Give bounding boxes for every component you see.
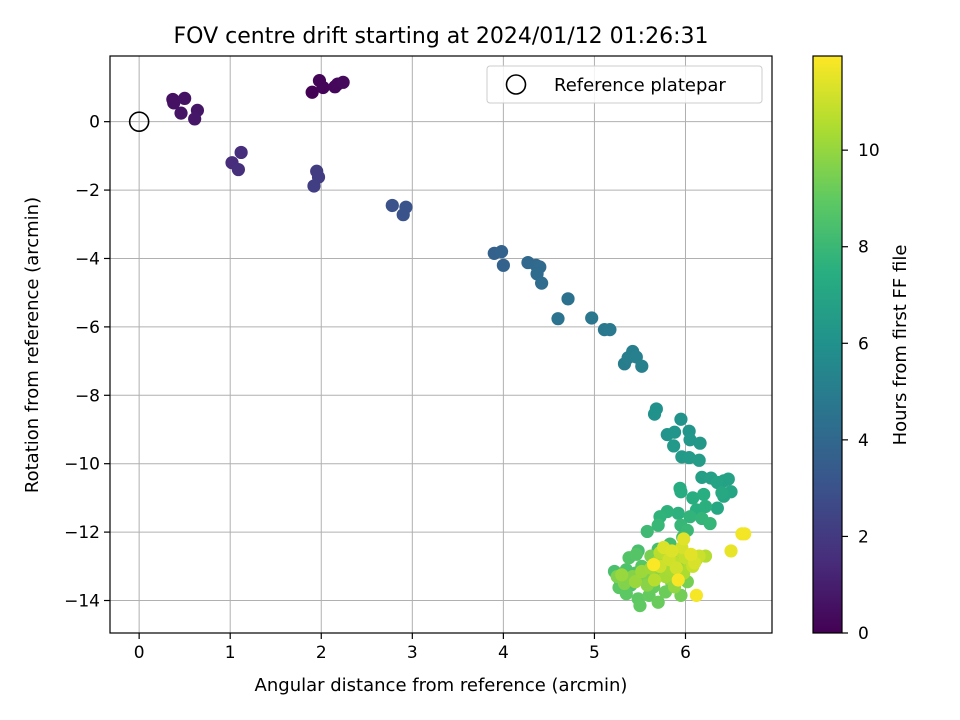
data-point xyxy=(697,487,711,502)
colorbar-label: Hours from first FF file xyxy=(890,245,911,446)
data-point xyxy=(188,112,202,126)
legend-marker xyxy=(505,74,527,95)
data-point xyxy=(585,311,599,325)
data-point xyxy=(167,96,181,110)
colorbar-tick-label: 8 xyxy=(858,238,869,258)
data-point xyxy=(715,486,729,500)
colorbar-tick-label: 4 xyxy=(858,431,869,451)
x-axis-label: Angular distance from reference (arcmin) xyxy=(255,675,628,696)
colorbar-gradient xyxy=(813,56,842,633)
data-point xyxy=(667,425,682,439)
data-point xyxy=(174,106,188,120)
data-point xyxy=(307,179,321,193)
reference-point-marker xyxy=(128,111,150,132)
data-point xyxy=(615,568,629,582)
data-point xyxy=(651,518,665,532)
colorbar-tick-label: 10 xyxy=(858,141,880,161)
data-point xyxy=(496,258,510,272)
x-axis-ticks: 0 1 2 3 4 5 6 xyxy=(134,633,691,663)
data-point xyxy=(721,472,735,486)
data-point xyxy=(336,75,350,89)
data-point xyxy=(683,510,697,524)
y-tick-label: −8 xyxy=(75,386,100,406)
data-point xyxy=(234,145,248,160)
data-point xyxy=(535,276,549,290)
data-point xyxy=(671,573,685,587)
data-point xyxy=(665,544,679,558)
data-point xyxy=(603,323,617,337)
legend: Reference platepar xyxy=(486,65,763,104)
colorbar-tick-label: 0 xyxy=(858,624,869,644)
data-point xyxy=(494,245,509,259)
y-tick-label: −12 xyxy=(64,523,100,543)
chart-title: FOV centre drift starting at 2024/01/12 … xyxy=(174,24,709,49)
data-point xyxy=(647,573,662,587)
data-point xyxy=(619,587,633,601)
data-point xyxy=(686,491,700,505)
data-point xyxy=(316,80,330,95)
data-point xyxy=(629,547,643,561)
x-tick-label: 1 xyxy=(225,643,236,663)
data-point xyxy=(647,557,661,572)
colorbar-tick-label: 6 xyxy=(858,334,869,354)
data-point xyxy=(667,439,681,453)
data-point xyxy=(385,198,399,213)
grid-lines xyxy=(110,56,772,633)
x-tick-label: 0 xyxy=(134,643,145,663)
data-point xyxy=(684,547,698,561)
y-tick-label: −10 xyxy=(64,455,100,475)
y-tick-label: 0 xyxy=(89,113,100,133)
data-point xyxy=(561,292,575,306)
data-point xyxy=(633,599,647,613)
data-point xyxy=(710,501,724,515)
x-tick-label: 2 xyxy=(316,643,327,663)
data-point xyxy=(703,516,717,531)
data-point xyxy=(674,412,688,426)
data-point xyxy=(647,407,662,421)
y-tick-label: −2 xyxy=(75,181,100,201)
data-point xyxy=(651,595,665,609)
data-point xyxy=(724,544,738,558)
data-point xyxy=(551,312,565,326)
x-tick-label: 3 xyxy=(407,643,418,663)
y-axis-ticks: 0 −2 −4 −6 −8 −10 −12 −14 xyxy=(64,113,110,612)
colorbar-ticks: 0 2 4 6 8 10 xyxy=(842,141,880,644)
x-tick-label: 4 xyxy=(498,643,509,663)
data-point xyxy=(710,475,724,490)
plot-frame xyxy=(109,55,773,634)
data-point xyxy=(738,527,752,541)
data-point xyxy=(671,506,685,520)
data-point xyxy=(635,359,649,373)
colorbar-tick-label: 2 xyxy=(858,527,869,547)
data-point xyxy=(628,575,643,589)
colorbar-frame xyxy=(812,55,843,634)
y-tick-label: −6 xyxy=(75,318,100,338)
data-point xyxy=(399,200,413,214)
data-point xyxy=(305,85,319,99)
data-point xyxy=(689,588,704,602)
legend-box xyxy=(486,65,763,104)
y-axis-label: Rotation from reference (arcmin) xyxy=(22,197,43,493)
data-point xyxy=(669,561,683,575)
data-points xyxy=(166,74,752,613)
data-point xyxy=(698,499,713,514)
data-point xyxy=(674,485,688,499)
data-point xyxy=(692,453,706,467)
data-point xyxy=(682,450,696,465)
data-point xyxy=(693,436,707,450)
x-tick-label: 5 xyxy=(589,643,600,663)
legend-label: Reference platepar xyxy=(554,75,726,96)
y-tick-label: −4 xyxy=(75,249,100,269)
data-point xyxy=(640,524,654,539)
data-point xyxy=(677,532,691,546)
data-point xyxy=(683,433,697,447)
y-tick-label: −14 xyxy=(64,592,100,612)
data-point xyxy=(231,162,245,177)
data-point xyxy=(178,91,192,106)
x-tick-label: 6 xyxy=(680,643,691,663)
